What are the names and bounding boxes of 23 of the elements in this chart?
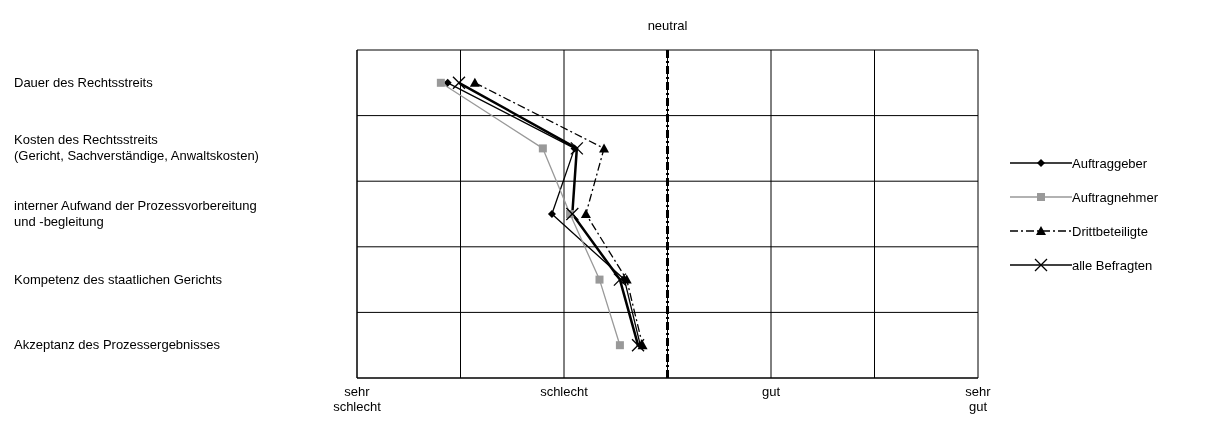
point — [538, 144, 547, 153]
y-tick-label: Kompetenz des staatlichen Gerichts — [14, 271, 223, 287]
point — [599, 143, 610, 153]
y-tick-label: Akzeptanz des Prozessergebnisses — [14, 337, 221, 353]
point — [580, 209, 591, 218]
y-tick-label: Kosten des Rechtsstreits (Gericht, Sachverständige, Anwaltskosten) — [14, 132, 259, 164]
text: gut — [760, 384, 782, 399]
y-tick-label: interner Aufwand der Prozessvorbereitung und -begleitung — [14, 198, 257, 229]
text: sehr schlecht — [332, 384, 382, 414]
y-tick-label: Dauer des Rechtsstreits — [14, 74, 154, 90]
ref-line-label: neutral — [647, 18, 688, 33]
point — [436, 78, 445, 87]
legend-label: Auftragnehmer — [1072, 189, 1158, 205]
point — [547, 210, 556, 218]
text: sehr gut — [964, 384, 992, 414]
point — [615, 341, 624, 350]
legend-label: Auftraggeber — [1072, 155, 1148, 171]
point — [595, 275, 604, 284]
point — [469, 77, 480, 87]
legend-label: alle Befragten — [1072, 257, 1153, 273]
legend-label: Drittbeteiligte — [1072, 223, 1148, 239]
text: schlecht — [539, 384, 589, 399]
point — [443, 78, 452, 87]
